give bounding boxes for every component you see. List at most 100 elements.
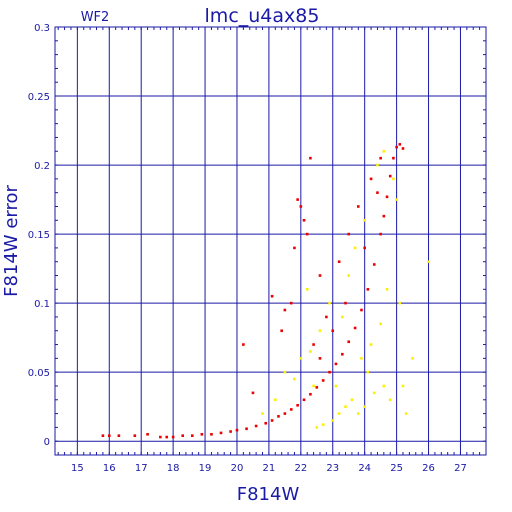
red-point xyxy=(305,232,309,236)
red-point xyxy=(251,391,255,395)
red-point xyxy=(219,431,223,435)
red-point xyxy=(235,428,239,432)
y-tick-label: 0.05 xyxy=(28,368,50,379)
x-tick-label: 20 xyxy=(231,463,244,474)
yellow-point xyxy=(347,274,351,277)
red-point xyxy=(210,432,213,436)
red-point xyxy=(372,263,376,266)
panel-label: WF2 xyxy=(81,10,110,25)
grid xyxy=(55,26,487,455)
red-point xyxy=(360,308,363,312)
red-point xyxy=(318,357,322,360)
yellow-point xyxy=(337,412,341,415)
yellow-point xyxy=(261,412,264,415)
red-point xyxy=(200,432,204,436)
yellow-point xyxy=(344,405,347,408)
red-point xyxy=(280,329,283,333)
red-point xyxy=(117,434,121,437)
yellow-point xyxy=(273,398,277,402)
x-tick-label: 19 xyxy=(199,463,212,474)
red-point xyxy=(309,156,312,160)
red-point xyxy=(242,343,245,346)
yellow-point xyxy=(363,218,366,222)
red-point xyxy=(133,434,137,437)
series-yellow xyxy=(261,149,430,429)
red-point xyxy=(312,343,315,346)
red-point xyxy=(315,386,319,389)
chart-title: lmc_u4ax85 xyxy=(205,5,320,27)
yellow-point xyxy=(321,423,325,426)
red-point xyxy=(270,419,274,422)
plot-frame xyxy=(54,26,487,456)
yellow-point xyxy=(299,357,303,360)
yellow-point xyxy=(356,412,360,415)
red-point xyxy=(190,434,194,437)
y-tick-labels: 0 0.05 0.1 0.15 0.2 0.25 0.3 xyxy=(28,23,50,448)
red-point xyxy=(245,427,248,431)
yellow-point xyxy=(401,384,405,388)
yellow-point xyxy=(372,391,376,395)
red-point xyxy=(369,177,373,181)
yellow-point xyxy=(376,163,379,167)
red-point xyxy=(181,434,185,437)
red-point xyxy=(331,329,335,333)
x-tick-label: 24 xyxy=(358,463,371,474)
red-point xyxy=(171,435,175,439)
red-point xyxy=(277,415,280,418)
red-point xyxy=(344,301,347,305)
red-point xyxy=(328,370,331,374)
yellow-point xyxy=(353,246,357,250)
red-point xyxy=(385,195,389,199)
x-tick-label: 18 xyxy=(167,463,180,474)
red-point xyxy=(264,421,268,425)
yellow-point xyxy=(350,398,354,402)
x-tick-label: 17 xyxy=(135,463,148,474)
yellow-point xyxy=(382,149,386,153)
red-point xyxy=(289,408,293,411)
red-point xyxy=(376,191,379,194)
yellow-point xyxy=(293,377,296,381)
red-point xyxy=(363,246,366,250)
red-point xyxy=(229,430,232,433)
yellow-point xyxy=(366,370,370,374)
red-point xyxy=(101,434,105,437)
yellow-point xyxy=(427,260,430,264)
red-point xyxy=(401,147,405,150)
red-point xyxy=(296,198,299,201)
red-point xyxy=(388,174,392,178)
red-point xyxy=(353,326,357,330)
red-point xyxy=(341,352,344,356)
yellow-point xyxy=(312,384,315,388)
y-tick-label: 0.25 xyxy=(28,92,50,103)
red-point xyxy=(159,435,162,439)
red-point xyxy=(334,362,338,366)
yellow-point xyxy=(385,288,389,291)
red-point xyxy=(146,432,149,436)
red-point xyxy=(395,145,398,149)
red-point xyxy=(293,246,296,250)
yellow-point xyxy=(392,177,395,181)
yellow-point xyxy=(283,370,287,374)
red-point xyxy=(302,398,306,402)
red-point xyxy=(270,294,274,298)
red-point xyxy=(379,156,382,160)
red-point xyxy=(165,435,169,439)
red-point xyxy=(392,156,395,160)
x-tick-label: 27 xyxy=(454,463,467,474)
y-tick-label: 0 xyxy=(44,437,50,448)
yellow-point xyxy=(398,301,402,305)
x-tick-label: 23 xyxy=(326,463,339,474)
red-point xyxy=(283,308,287,312)
yellow-point xyxy=(404,412,408,415)
yellow-point xyxy=(369,343,373,346)
y-tick-label: 0.1 xyxy=(34,299,50,310)
red-point xyxy=(318,274,322,277)
yellow-point xyxy=(309,350,312,353)
yellow-point xyxy=(360,357,363,360)
red-point xyxy=(356,205,360,208)
y-tick-label: 0.15 xyxy=(28,230,50,241)
red-point xyxy=(299,205,303,208)
red-point xyxy=(379,232,382,236)
yellow-point xyxy=(341,315,344,319)
